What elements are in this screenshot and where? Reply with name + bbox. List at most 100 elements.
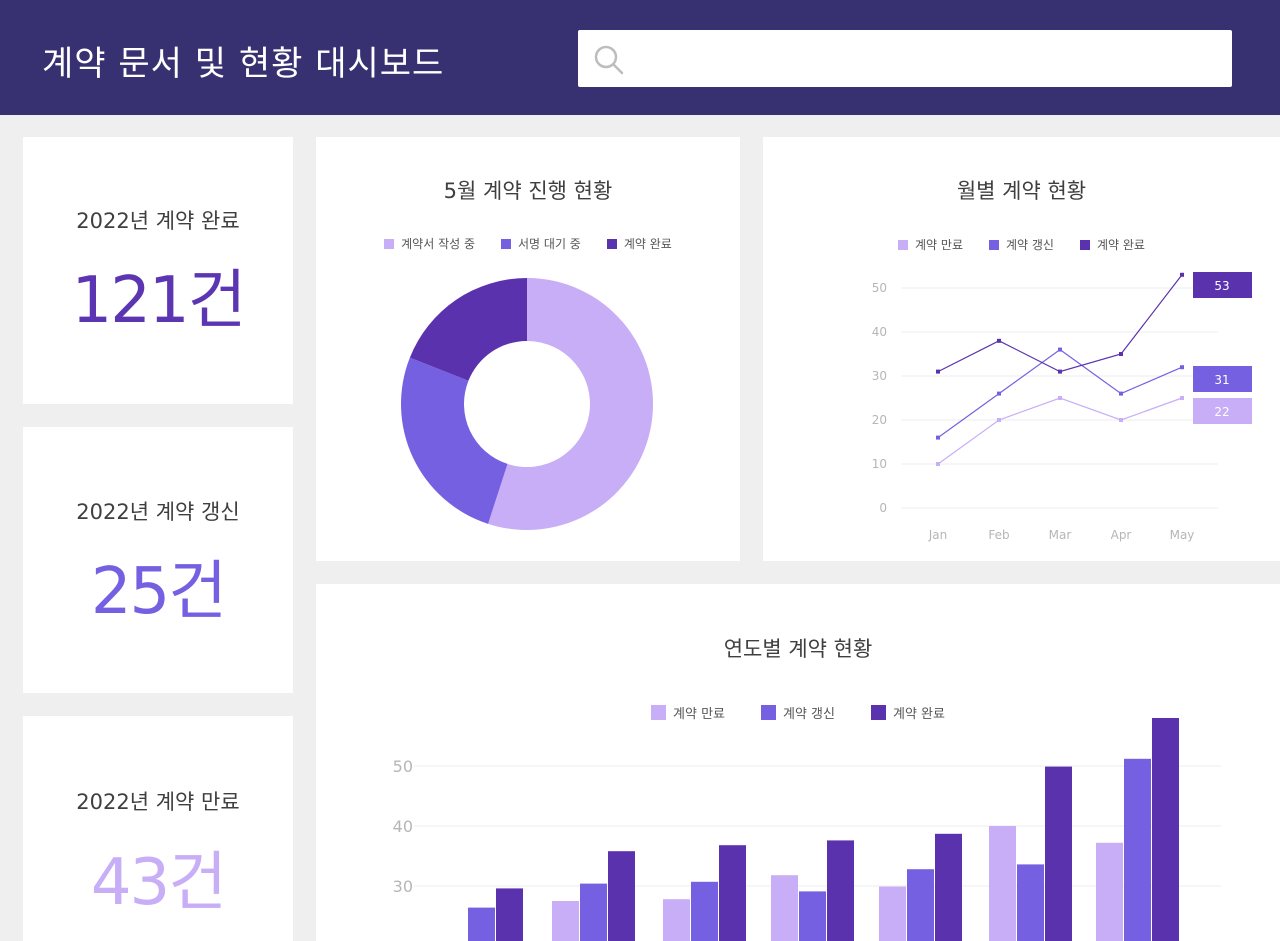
bar bbox=[468, 907, 495, 941]
legend-label: 계약 갱신 bbox=[783, 707, 835, 722]
bar bbox=[935, 833, 962, 941]
legend-swatch bbox=[989, 239, 999, 250]
legend-item: 계약 만료 bbox=[651, 703, 725, 722]
data-point bbox=[1119, 352, 1123, 356]
series-line bbox=[937, 397, 1183, 465]
data-point bbox=[936, 369, 940, 374]
data-point bbox=[1180, 365, 1184, 370]
donut-slice bbox=[488, 278, 653, 530]
x-tick-label: May bbox=[1170, 528, 1195, 542]
data-point bbox=[997, 391, 1001, 396]
bar bbox=[580, 883, 607, 941]
legend-swatch bbox=[898, 239, 909, 250]
end-value-badge bbox=[1193, 398, 1252, 424]
data-point bbox=[997, 338, 1001, 343]
end-value-badge bbox=[1193, 366, 1252, 392]
bar bbox=[691, 881, 718, 941]
donut-chart bbox=[401, 278, 653, 530]
stat-value: 121건 bbox=[71, 264, 246, 338]
bar bbox=[1045, 766, 1072, 941]
donut-slice bbox=[409, 278, 527, 381]
stat-label: 2022년 계약 완료 bbox=[76, 209, 240, 233]
stat-value: 43건 bbox=[90, 846, 227, 920]
legend-item: 계약 완료 bbox=[1079, 236, 1145, 253]
bar bbox=[989, 826, 1016, 941]
legend-item: 계약 완료 bbox=[870, 703, 945, 722]
bar bbox=[663, 899, 690, 941]
line-chart: 0 10 20 30 40 50 Jan Feb Mar Apr May 22 31 53 bbox=[872, 272, 1252, 542]
y-tick-label: 30 bbox=[872, 369, 887, 383]
x-tick-label: Jan bbox=[928, 528, 948, 542]
data-point bbox=[1058, 347, 1062, 352]
end-value-label: 53 bbox=[1214, 279, 1229, 293]
y-tick-label: 0 bbox=[879, 501, 887, 515]
bar bbox=[719, 845, 746, 941]
y-tick-label: 50 bbox=[393, 757, 413, 776]
legend-label: 계약 갱신 bbox=[1006, 238, 1054, 252]
legend-item: 서명 대기 중 bbox=[501, 235, 581, 252]
legend-swatch bbox=[384, 238, 395, 249]
data-point bbox=[1180, 272, 1184, 277]
x-tick-label: Mar bbox=[1049, 528, 1072, 542]
legend-label: 서명 대기 중 bbox=[518, 237, 581, 251]
end-value-badge bbox=[1193, 272, 1252, 298]
legend-item: 계약 만료 bbox=[898, 236, 963, 253]
search-input[interactable] bbox=[636, 38, 1216, 78]
bar bbox=[1152, 718, 1179, 941]
top-header: 계약 문서 및 현황 대시보드 bbox=[0, 0, 1280, 115]
legend-swatch bbox=[870, 705, 886, 720]
data-point bbox=[1058, 396, 1062, 400]
data-point bbox=[1119, 418, 1123, 422]
data-point bbox=[1180, 396, 1184, 400]
bar-chart: 30 40 50 bbox=[393, 718, 1221, 941]
bar-legend: 계약 만료 계약 갱신 계약 완료 bbox=[316, 703, 1280, 722]
legend-swatch bbox=[1079, 239, 1090, 250]
legend-item: 계약 완료 bbox=[606, 235, 672, 252]
legend-item: 계약 갱신 bbox=[989, 236, 1054, 253]
y-tick-label: 40 bbox=[872, 325, 887, 339]
bar-chart-title: 연도별 계약 현황 bbox=[723, 637, 873, 661]
data-point bbox=[1058, 369, 1062, 374]
legend-swatch bbox=[501, 238, 512, 249]
bar bbox=[827, 840, 854, 941]
donut-legend: 계약서 작성 중 서명 대기 중 계약 완료 bbox=[316, 235, 740, 252]
end-value-label: 22 bbox=[1214, 405, 1229, 419]
legend-swatch bbox=[606, 238, 617, 249]
donut-chart-title: 5월 계약 진행 현황 bbox=[443, 179, 613, 203]
stat-card-completed: 2022년 계약 완료 121건 bbox=[23, 137, 293, 404]
bar bbox=[771, 875, 798, 941]
data-point bbox=[936, 462, 940, 466]
search-box[interactable] bbox=[578, 30, 1232, 87]
bar bbox=[799, 891, 826, 941]
bar bbox=[608, 851, 635, 941]
stat-label: 2022년 계약 만료 bbox=[76, 790, 240, 814]
bar bbox=[1096, 842, 1123, 941]
search-icon bbox=[594, 45, 624, 75]
page-title: 계약 문서 및 현황 대시보드 bbox=[42, 44, 445, 84]
y-tick-label: 20 bbox=[872, 413, 887, 427]
bar bbox=[879, 886, 906, 941]
y-tick-label: 50 bbox=[872, 281, 887, 295]
legend-label: 계약 완료 bbox=[892, 707, 945, 722]
bar bbox=[907, 869, 934, 941]
bar-chart-card: 연도별 계약 현황 계약 만료 계약 갱신 계약 완료 30 40 50 bbox=[316, 584, 1280, 941]
line-chart-title: 월별 계약 현황 bbox=[956, 179, 1087, 203]
series-line bbox=[937, 348, 1183, 439]
donut-chart-card: 5월 계약 진행 현황 계약서 작성 중 서명 대기 중 계약 완료 bbox=[316, 137, 740, 561]
x-tick-label: Apr bbox=[1111, 528, 1132, 542]
bar bbox=[1017, 864, 1044, 941]
stat-value: 25건 bbox=[90, 555, 227, 629]
legend-label: 계약 완료 bbox=[1096, 238, 1145, 252]
line-legend: 계약 만료 계약 갱신 계약 완료 bbox=[763, 236, 1280, 253]
legend-label: 계약 만료 bbox=[915, 238, 963, 252]
data-point bbox=[936, 435, 940, 440]
legend-item: 계약서 작성 중 bbox=[384, 235, 475, 252]
y-tick-label: 10 bbox=[872, 457, 887, 471]
legend-item: 계약 갱신 bbox=[761, 703, 835, 722]
stat-card-renewed: 2022년 계약 갱신 25건 bbox=[23, 427, 293, 693]
y-tick-label: 30 bbox=[393, 877, 413, 896]
legend-swatch bbox=[761, 705, 776, 720]
data-point bbox=[997, 418, 1001, 422]
stat-card-expired: 2022년 계약 만료 43건 bbox=[23, 716, 293, 941]
series-line bbox=[937, 274, 1183, 373]
